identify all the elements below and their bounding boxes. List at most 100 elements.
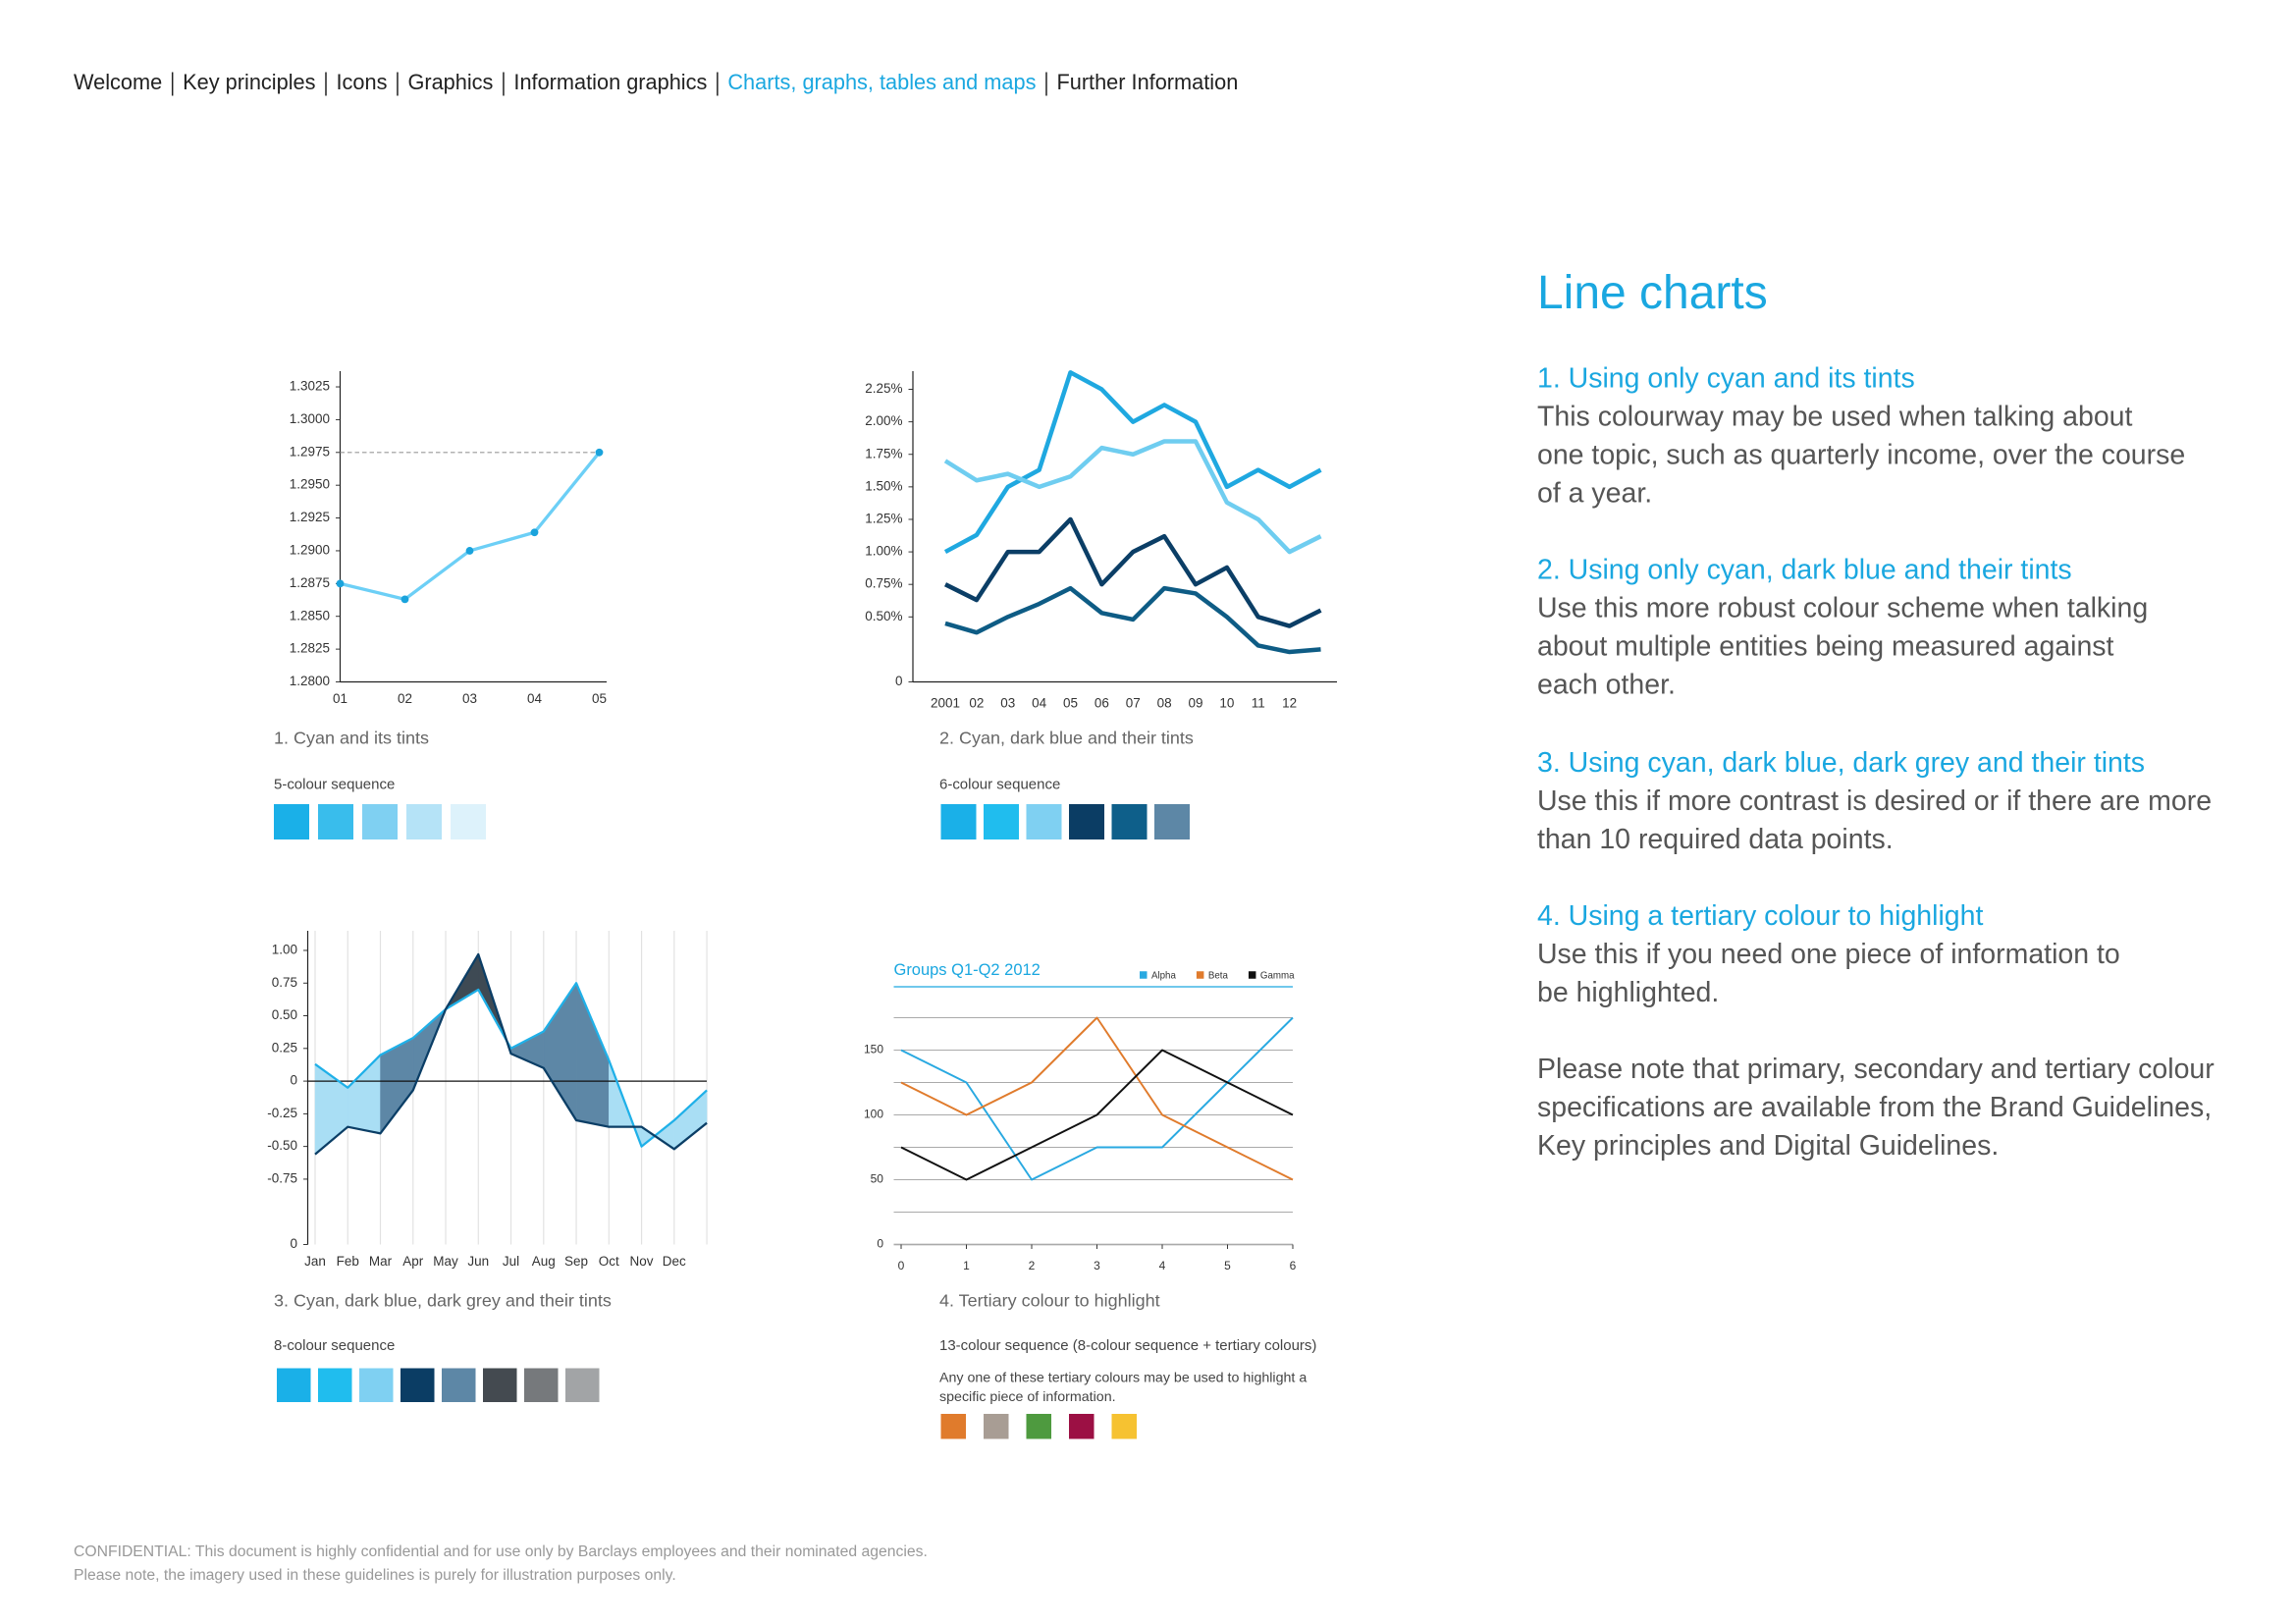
x-tick-label: Mar — [369, 1254, 393, 1269]
y-tick-label: 1.00% — [865, 544, 902, 559]
x-tick-label: May — [433, 1254, 458, 1269]
x-tick-label: Dec — [663, 1254, 686, 1269]
colour-swatch — [940, 803, 977, 839]
chart-caption: 1. Cyan and its tints — [274, 729, 429, 748]
section-body: each other. — [1537, 670, 1676, 701]
colour-swatch — [1111, 803, 1148, 839]
y-tick-label: -0.50 — [267, 1138, 297, 1153]
x-tick-label: 02 — [969, 696, 984, 711]
y-tick-label: 1.2975 — [290, 444, 330, 459]
y-tick-label: 1.2925 — [290, 510, 330, 524]
section-title: 2. Using only cyan, dark blue and their … — [1537, 555, 2072, 586]
sequence-label: 8-colour sequence — [274, 1337, 395, 1354]
marker — [336, 579, 345, 588]
x-tick-label: 1 — [963, 1259, 970, 1272]
y-tick-label: 50 — [871, 1172, 884, 1186]
legend-label: Alpha — [1151, 970, 1176, 981]
y-tick-label: 1.2850 — [290, 608, 330, 623]
y-tick-label: 0.50% — [865, 609, 902, 623]
y-tick-label: 1.75% — [865, 446, 902, 460]
series-line — [900, 1049, 1294, 1181]
x-tick-label: 05 — [592, 691, 607, 706]
marker — [400, 595, 409, 604]
x-tick-label: Feb — [337, 1254, 359, 1269]
colour-swatch — [400, 1368, 435, 1402]
section-body: one topic, such as quarterly income, ove… — [1537, 440, 2185, 471]
series-line — [943, 516, 1322, 628]
y-tick-label: 0 — [877, 1237, 883, 1251]
area-fill — [673, 1089, 708, 1150]
x-tick-label: 4 — [1159, 1259, 1166, 1272]
nav-link[interactable]: Icons — [337, 70, 388, 94]
x-tick-label: Aug — [532, 1254, 556, 1269]
y-tick-label: -0.75 — [267, 1170, 297, 1185]
area-fill — [543, 982, 577, 1121]
x-tick-label: 09 — [1189, 696, 1203, 711]
colour-swatch — [451, 803, 487, 839]
y-tick-label: 2.25% — [865, 381, 902, 396]
nav-link[interactable]: Charts, graphs, tables and maps — [727, 70, 1036, 94]
section-body: about multiple entities being measured a… — [1537, 631, 2114, 663]
note: specifications are available from the Br… — [1537, 1092, 2212, 1123]
colour-swatch — [359, 1368, 394, 1402]
sequence-label: 6-colour sequence — [939, 776, 1060, 792]
nav-link[interactable]: Welcome — [74, 70, 162, 94]
nav-link[interactable]: Graphics — [407, 70, 493, 94]
colour-swatch — [524, 1368, 559, 1402]
colour-swatch — [1026, 803, 1062, 839]
section-body: Use this if you need one piece of inform… — [1537, 939, 2120, 970]
x-tick-label: 02 — [398, 691, 412, 706]
colour-swatch — [984, 803, 1020, 839]
x-tick-label: 6 — [1290, 1259, 1297, 1272]
area-fill — [347, 1054, 381, 1134]
colour-swatch — [940, 1413, 967, 1439]
y-tick-label: 0.25 — [272, 1040, 297, 1055]
colour-swatch — [406, 803, 443, 839]
x-tick-label: Nov — [630, 1254, 654, 1269]
colour-swatch — [442, 1368, 476, 1402]
section-title: 1. Using only cyan and its tints — [1537, 363, 1915, 395]
colour-swatch — [1111, 1413, 1138, 1439]
section-body: of a year. — [1537, 478, 1652, 510]
colour-swatch — [1069, 803, 1105, 839]
y-tick-label: 1.2825 — [290, 641, 330, 656]
x-tick-label: 04 — [1032, 696, 1046, 711]
section-body: Use this more robust colour scheme when … — [1537, 593, 2148, 624]
marker — [595, 448, 604, 457]
series-line — [314, 952, 708, 1156]
series-line — [944, 585, 1321, 655]
colour-swatch — [1026, 1413, 1052, 1439]
y-tick-label: 1.3000 — [290, 411, 330, 426]
x-tick-label: 05 — [1063, 696, 1078, 711]
sequence-label: 5-colour sequence — [274, 776, 395, 792]
y-tick-label: 1.2950 — [290, 477, 330, 492]
chart-caption: 4. Tertiary colour to highlight — [939, 1291, 1160, 1311]
colour-swatch — [277, 1368, 311, 1402]
y-tick-label: 150 — [864, 1043, 883, 1056]
series-line — [943, 439, 1322, 555]
x-tick-label: Sep — [564, 1254, 588, 1269]
legend-swatch — [1196, 971, 1204, 979]
colour-swatch — [483, 1368, 517, 1402]
legend-label: Beta — [1208, 970, 1229, 981]
colour-swatch — [274, 803, 310, 839]
x-tick-label: 03 — [462, 691, 477, 706]
nav-link[interactable]: Information graphics — [513, 70, 707, 94]
colour-swatch — [318, 1368, 352, 1402]
chart-caption: 2. Cyan, dark blue and their tints — [939, 729, 1194, 748]
x-tick-label: 12 — [1282, 696, 1297, 711]
y-tick-label: 100 — [864, 1108, 883, 1121]
y-tick-label: 1.25% — [865, 512, 902, 526]
y-tick-label: 0 — [291, 1073, 298, 1088]
section-body: be highlighted. — [1537, 977, 1719, 1008]
nav-link[interactable]: Key principles — [183, 70, 315, 94]
section-title: 3. Using cyan, dark blue, dark grey and … — [1537, 747, 2145, 779]
y-tick-label: 1.00 — [272, 943, 297, 957]
heading: Line charts — [1537, 267, 1768, 319]
nav-link[interactable]: Further Information — [1056, 70, 1238, 94]
note: Please note that primary, secondary and … — [1537, 1054, 2215, 1085]
colour-swatch — [318, 803, 354, 839]
section-body: than 10 required data points. — [1537, 824, 1894, 855]
x-tick-label: Jun — [467, 1254, 489, 1269]
y-tick-label: 0.75 — [272, 975, 297, 990]
